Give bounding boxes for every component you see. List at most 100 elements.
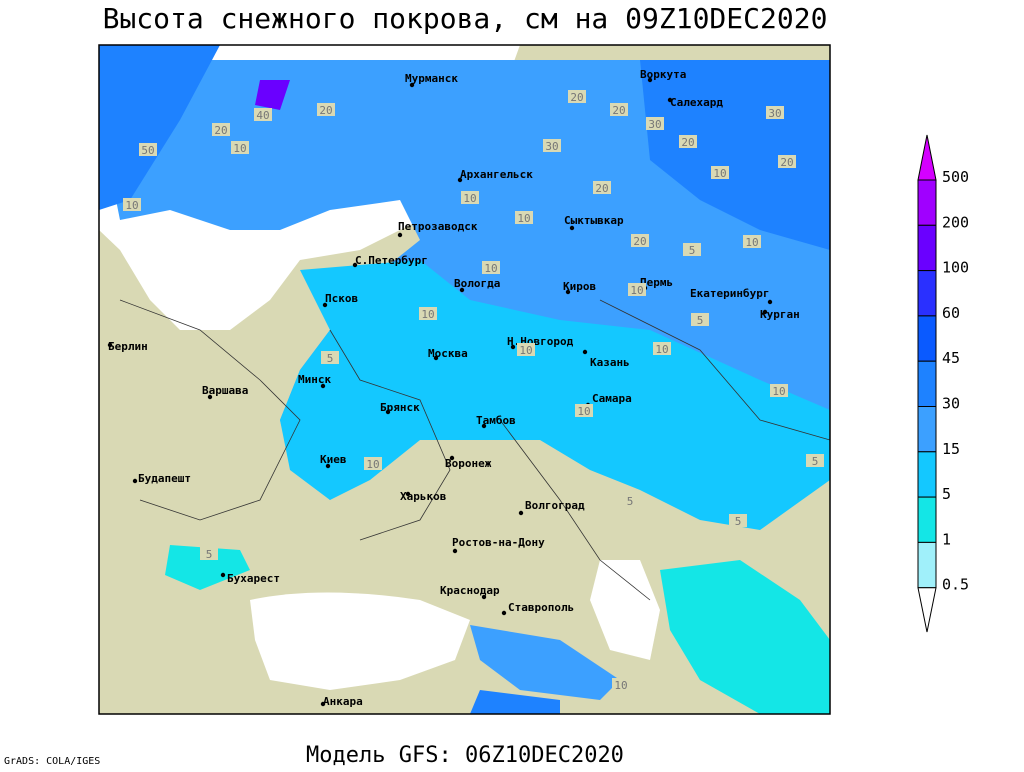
contour-label-box — [254, 108, 272, 121]
city-label: Пермь — [640, 276, 673, 289]
contour-label: 10 — [519, 344, 532, 357]
city-dot — [667, 97, 673, 103]
contour-label: 5 — [697, 314, 704, 327]
city-label: Сыктывкар — [564, 214, 624, 227]
legend-swatch — [917, 134, 937, 181]
contour-label: 10 — [484, 262, 497, 275]
city-label: Н.Новгород — [507, 335, 574, 348]
contour-label-box — [231, 141, 249, 154]
contour-label-box — [419, 307, 437, 320]
city-label: Анкара — [323, 695, 363, 708]
city-dot — [762, 309, 768, 315]
city-dot — [569, 225, 575, 231]
legend-swatch — [917, 224, 937, 272]
contour-label-box — [515, 211, 533, 224]
contour-label: 40 — [256, 109, 269, 122]
city-dot — [481, 594, 487, 600]
city-label: Ростов-на-Дону — [452, 536, 545, 549]
contour-label-box — [593, 181, 611, 194]
city-label: Берлин — [108, 340, 148, 353]
contour-label-box — [482, 261, 500, 274]
city-dot — [565, 289, 571, 295]
contour-label: 10 — [421, 308, 434, 321]
city-label: Екатеринбург — [690, 287, 769, 300]
city-label: Вологда — [454, 277, 500, 290]
legend-label: 30 — [942, 395, 960, 413]
city-label: Петрозаводск — [398, 220, 478, 233]
contour-label: 10 — [745, 236, 758, 249]
city-dot — [107, 342, 113, 348]
legend-swatch — [917, 179, 937, 226]
legend-label: 200 — [942, 213, 969, 231]
city-label: Волгоград — [525, 499, 585, 512]
city-dot — [459, 287, 465, 293]
city-label: Мурманск — [405, 72, 458, 85]
contour-label-box — [461, 191, 479, 204]
city-dot — [452, 548, 458, 554]
contour-label: 5 — [206, 548, 213, 561]
contour-label-box — [691, 313, 709, 326]
city-dot — [405, 491, 411, 497]
contour-label: 5 — [735, 515, 742, 528]
city-label: Бухарест — [227, 572, 280, 585]
city-dot — [397, 232, 403, 238]
city-dot — [207, 394, 213, 400]
legend-swatch — [917, 541, 937, 589]
city-dot — [481, 423, 487, 429]
contour-label-box — [743, 235, 761, 248]
contour-label: 30 — [545, 140, 558, 153]
city-dot — [647, 77, 653, 83]
contour-label: 5 — [627, 495, 634, 508]
city-dot — [767, 299, 773, 305]
city-label: Архангельск — [460, 168, 533, 181]
legend-swatch — [917, 315, 937, 362]
contour-label-box — [711, 166, 729, 179]
legend-label: 500 — [942, 168, 969, 186]
contour-label-box — [766, 106, 784, 119]
legend-label: 45 — [942, 349, 960, 367]
contour-label-box — [321, 351, 339, 364]
contour-label: 20 — [319, 104, 332, 117]
contour-label: 10 — [233, 142, 246, 155]
contour-label: 5 — [327, 352, 334, 365]
legend-swatch — [917, 406, 937, 453]
city-label: Киев — [320, 453, 347, 466]
city-label: Будапешт — [138, 472, 191, 485]
contour-label: 10 — [655, 343, 668, 356]
legend-label: 1 — [942, 530, 951, 548]
contour-label: 10 — [366, 458, 379, 471]
legend-swatch — [917, 451, 937, 498]
contour-label-box — [517, 343, 535, 356]
city-label: Харьков — [400, 490, 446, 503]
contour-label: 20 — [214, 124, 227, 137]
city-label: Тамбов — [476, 414, 516, 427]
city-dot — [320, 701, 326, 707]
contour-label-box — [631, 234, 649, 247]
city-label: Ставрополь — [508, 601, 574, 614]
city-label: Казань — [590, 356, 630, 369]
city-dot — [449, 455, 455, 461]
city-dot — [518, 510, 524, 516]
contour-label-box — [628, 283, 646, 296]
contour-label-box — [653, 342, 671, 355]
city-dot — [409, 82, 415, 88]
contour-label: 10 — [614, 679, 627, 692]
contour-label-box — [679, 135, 697, 148]
city-label: Воркута — [640, 68, 686, 81]
contour-label: 20 — [595, 182, 608, 195]
city-dot — [385, 409, 391, 415]
contour-label-box — [139, 143, 157, 156]
legend-label: 100 — [942, 259, 969, 277]
legend-swatch — [917, 270, 937, 317]
contour-label-box — [729, 514, 747, 527]
contour-label: 5 — [812, 455, 819, 468]
city-dot — [582, 349, 588, 355]
city-dot — [501, 610, 507, 616]
city-dot — [322, 302, 328, 308]
contour-label: 10 — [630, 284, 643, 297]
contour-label-box — [778, 155, 796, 168]
contour-label: 20 — [570, 91, 583, 104]
contour-label-box — [610, 103, 628, 116]
contour-label-box — [612, 678, 630, 691]
